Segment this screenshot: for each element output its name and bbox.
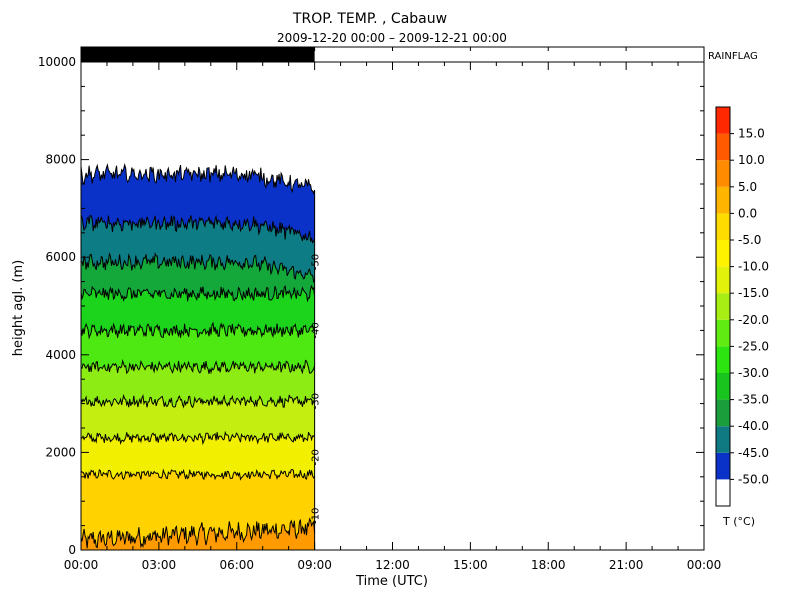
chart-subtitle: 2009-12-20 00:00 – 2009-12-21 00:00 <box>277 31 507 45</box>
contour-label: -40 <box>311 322 322 338</box>
isotherm-line <box>80 468 316 481</box>
colorbar-label: 0.0 <box>738 206 757 220</box>
colorbar-swatch <box>716 399 730 427</box>
x-tick-label: 06:00 <box>219 558 254 572</box>
colorbar-swatch <box>716 266 730 294</box>
colorbar-title: T (°C) <box>722 515 755 528</box>
colorbar-label: -15.0 <box>738 286 769 300</box>
colorbar-label: -50.0 <box>738 472 769 486</box>
colorbar-swatch <box>716 107 730 134</box>
colorbar-label: 5.0 <box>738 180 757 194</box>
colorbar-swatch <box>716 373 730 400</box>
colorbar-swatch <box>716 160 730 187</box>
temperature-band <box>81 394 315 444</box>
temperature-band <box>81 215 315 282</box>
rainflag-segment <box>81 47 315 62</box>
temperature-band <box>81 323 315 374</box>
colorbar-label: -20.0 <box>738 313 769 327</box>
temperature-band <box>81 432 315 480</box>
contour-label: -30 <box>311 393 322 409</box>
colorbar-swatch <box>716 319 730 347</box>
x-tick-label: 18:00 <box>531 558 566 572</box>
x-tick-label: 00:00 <box>64 558 99 572</box>
colorbar-swatch <box>716 213 730 240</box>
temperature-band <box>81 360 315 408</box>
contour-label: -10 <box>311 508 322 524</box>
x-tick-label: 09:00 <box>297 558 332 572</box>
colorbar-label: -10.0 <box>738 260 769 274</box>
x-tick-label: 03:00 <box>142 558 177 572</box>
colorbar-swatch <box>716 293 730 320</box>
x-tick-label: 15:00 <box>453 558 488 572</box>
isotherm-line <box>80 214 316 244</box>
colorbar-swatch <box>716 479 730 506</box>
contour-label: -50 <box>311 254 322 270</box>
temperature-band <box>81 518 315 550</box>
colorbar-swatch <box>716 240 730 267</box>
colorbar-label: -30.0 <box>738 366 769 380</box>
y-tick-label: 8000 <box>45 153 76 167</box>
colorbar-swatch <box>716 426 730 453</box>
colorbar-label: 15.0 <box>738 127 765 141</box>
colorbar-label: -35.0 <box>738 393 769 407</box>
colorbar-label: -40.0 <box>738 419 769 433</box>
temperature-band <box>81 164 315 243</box>
y-tick-label: 10000 <box>38 55 76 69</box>
y-tick-label: 0 <box>68 543 76 557</box>
contour-label: -20 <box>311 449 322 465</box>
colorbar-label: -45.0 <box>738 446 769 460</box>
y-tick-label: 2000 <box>45 445 76 459</box>
rainflag-label: RAINFLAG <box>708 51 758 62</box>
colorbar-swatch <box>716 133 730 161</box>
x-tick-label: 21:00 <box>609 558 644 572</box>
isotherm-line <box>80 321 315 340</box>
isotherm-line <box>80 393 315 409</box>
isotherm-line <box>80 163 316 195</box>
colorbar-swatch <box>716 186 730 214</box>
isotherm-line <box>80 251 316 284</box>
y-axis-label: height agl. (m) <box>11 260 26 356</box>
colorbar-label: -25.0 <box>738 339 769 353</box>
x-tick-label: 12:00 <box>375 558 410 572</box>
colorbar-swatch <box>716 452 730 480</box>
x-axis-label: Time (UTC) <box>355 574 428 589</box>
colorbar-swatch <box>716 346 730 373</box>
isotherm-line <box>80 358 316 375</box>
y-tick-label: 4000 <box>45 348 76 362</box>
y-tick-label: 6000 <box>45 250 76 264</box>
colorbar-frame <box>715 106 731 507</box>
colorbar-label: 10.0 <box>738 153 765 167</box>
x-tick-label: 00:00 <box>687 558 722 572</box>
isotherm-line <box>80 430 316 446</box>
colorbar-label: -5.0 <box>738 233 761 247</box>
temperature-band <box>81 286 315 338</box>
isotherm-line <box>80 517 316 549</box>
isotherm-line <box>80 284 316 303</box>
chart-title: TROP. TEMP. , Cabauw <box>292 11 447 27</box>
